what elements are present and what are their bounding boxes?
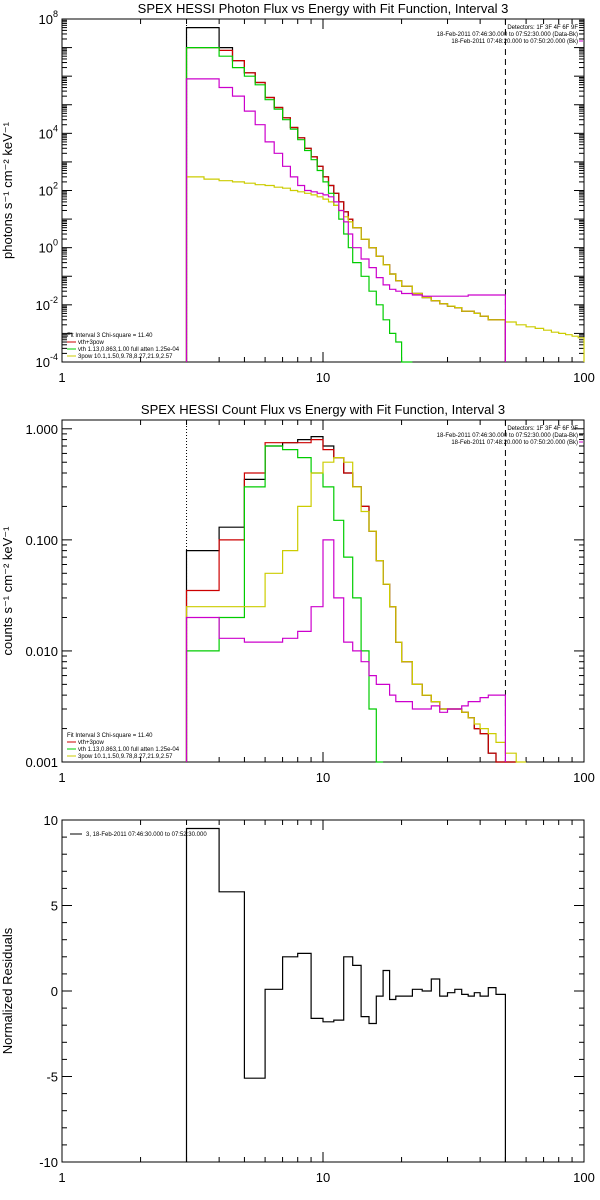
x-tick-label: 10 (316, 370, 330, 385)
legend-bottomleft-text: 3pow 10.1,1.50,9.78,8.27,21.9,2.57 (78, 754, 173, 760)
y-tick-label: 0.010 (25, 644, 58, 659)
y-tick-label: -10 (39, 1155, 58, 1170)
y-tick-base: 10 (36, 355, 50, 370)
y-axis-label: photons s⁻¹ cm⁻² keV⁻¹ (0, 121, 15, 259)
y-tick-label: 5 (51, 899, 58, 914)
y-tick-label: 100 (39, 238, 58, 256)
legend-bottomleft-text: vth+3pow (78, 340, 105, 346)
count-flux-panel: SPEX HESSI Count Flux vs Energy with Fit… (0, 402, 595, 785)
series-line (185, 27, 506, 362)
photon-flux-panel: SPEX HESSI Photon Flux vs Energy with Fi… (0, 1, 595, 385)
series-line (185, 176, 585, 362)
y-tick-base: 10 (39, 126, 53, 141)
y-tick-exponent: 2 (53, 181, 58, 191)
legend-topright-text: Detectors: 1F 3F 4F 6F 9F (507, 25, 578, 31)
series-line (185, 457, 527, 763)
legend-topright-text: 18-Feb-2011 07:46:30.000 to 07:52:30.000… (437, 433, 578, 439)
chart-title: SPEX HESSI Photon Flux vs Energy with Fi… (138, 1, 509, 16)
series-line (185, 445, 384, 763)
series-line (185, 827, 506, 1162)
series-line (185, 78, 506, 362)
legend-topright-text: 18-Feb-2011 07:46:30.000 to 07:52:30.000… (437, 32, 578, 38)
y-tick-exponent: 0 (53, 238, 58, 248)
chart-title: SPEX HESSI Count Flux vs Energy with Fit… (141, 402, 505, 417)
legend-bottomleft-text: 3pow 10.1,1.50,9.78,8.27,21.9,2.57 (78, 354, 173, 360)
y-tick-label: 0.001 (25, 755, 58, 770)
x-tick-label: 10 (316, 1170, 330, 1185)
y-tick-exponent: -4 (50, 352, 58, 362)
y-tick-base: 10 (39, 184, 53, 199)
y-tick-base: 10 (39, 241, 53, 256)
y-tick-base: 10 (39, 12, 53, 27)
y-tick-label: 102 (39, 181, 58, 199)
x-tick-label: 100 (573, 1170, 595, 1185)
series-line (185, 439, 517, 763)
legend-bottomleft-text: Fit Interval 3 Chi-square = 11.40 (67, 733, 153, 739)
y-tick-label: 108 (39, 9, 58, 27)
y-axis-label: Normalized Residuals (0, 927, 15, 1054)
y-tick-label: 1.000 (25, 422, 58, 437)
legend-topleft-text: 3, 18-Feb-2011 07:46:30.000 to 07:52:30.… (86, 832, 207, 838)
y-axis-label: counts s⁻¹ cm⁻² keV⁻¹ (0, 526, 15, 656)
legend-topright-text: Detectors: 1F 3F 4F 6F 9F (507, 426, 578, 432)
y-tick-exponent: 8 (53, 9, 58, 19)
series-line (185, 47, 413, 363)
series-line (185, 539, 506, 762)
x-tick-label: 1 (58, 1170, 65, 1185)
y-tick-label: 10-4 (36, 352, 58, 370)
x-tick-label: 10 (316, 770, 330, 785)
y-tick-label: 0.100 (25, 533, 58, 548)
x-tick-label: 1 (58, 370, 65, 385)
legend-bottomleft-text: vth 1.13,0.863,1.00 full atten 1.25e-04 (78, 747, 180, 753)
y-tick-exponent: 4 (53, 123, 58, 133)
y-tick-label: 10-2 (36, 295, 58, 313)
legend-topright-text: 18-Feb-2011 07:48:20.000 to 07:50:20.000… (451, 440, 578, 446)
series-line (185, 436, 517, 763)
x-tick-label: 1 (58, 770, 65, 785)
y-tick-exponent: -2 (50, 295, 58, 305)
y-tick-base: 10 (36, 298, 50, 313)
legend-bottomleft-text: Fit Interval 3 Chi-square = 11.40 (67, 333, 153, 339)
x-tick-label: 100 (573, 370, 595, 385)
y-tick-label: -5 (46, 1070, 58, 1085)
series-line (185, 47, 506, 362)
legend-bottomleft-text: vth+3pow (78, 740, 105, 746)
y-tick-label: 104 (39, 123, 58, 141)
y-tick-label: 10 (44, 813, 58, 828)
y-tick-label: 0 (51, 984, 58, 999)
residuals-panel: Normalized Residuals 1 10 100 -10 -5 0 5 10 3, 18… (0, 813, 595, 1185)
x-tick-label: 100 (573, 770, 595, 785)
legend-bottomleft-text: vth 1.13,0.863,1.00 full atten 1.25e-04 (78, 347, 180, 353)
legend-topright-text: 18-Feb-2011 07:48:20.000 to 07:50:20.000… (451, 39, 578, 45)
